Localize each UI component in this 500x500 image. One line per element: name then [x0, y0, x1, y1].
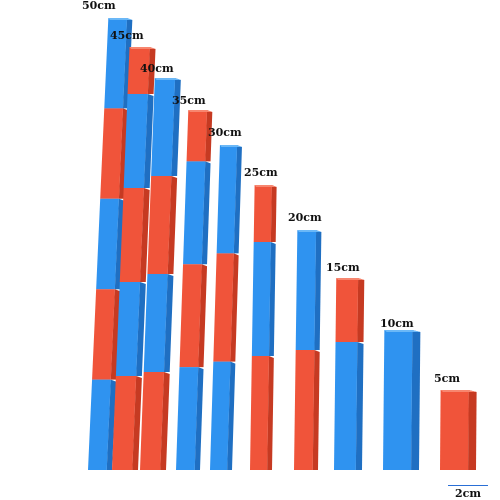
rod-segment [186, 110, 208, 162]
rod-segment [143, 274, 168, 372]
rod-segment [151, 78, 176, 176]
rod-segment-side [132, 376, 142, 470]
rod-label: 50cm [82, 0, 116, 12]
rod-segment-side [201, 161, 211, 265]
rod-segment-side [118, 108, 129, 199]
rod-segment [96, 198, 119, 290]
rod-top-cap [254, 185, 277, 187]
rod-segment-side [205, 110, 213, 162]
rod-segment-side [270, 185, 277, 242]
rod-segment-side [198, 264, 208, 368]
rod-segment [179, 264, 202, 368]
rod-segment [127, 47, 150, 94]
rod-segment [334, 342, 358, 470]
rod-segment-side [160, 372, 170, 470]
rod-segment [294, 350, 315, 470]
rod-segment-side [147, 47, 156, 94]
scale-line [448, 485, 488, 486]
rod-top-cap [336, 278, 365, 280]
rod-segment [140, 372, 164, 470]
rod-segment-side [110, 289, 121, 380]
rod-segment-side [163, 274, 174, 372]
rod-segment [147, 176, 172, 274]
rod-top-cap [440, 390, 477, 392]
rod-label: 15cm [326, 261, 360, 274]
rod-segment-side [233, 145, 242, 254]
rod-segment-side [267, 356, 274, 470]
rod-segment [112, 376, 137, 470]
rod-segment-side [114, 198, 125, 290]
rod-segment-side [167, 176, 178, 274]
rod-segment [104, 18, 128, 109]
rod-segment [119, 188, 144, 282]
rod-segment [176, 367, 199, 470]
rod-label: 25cm [244, 166, 278, 179]
rod-segment [253, 185, 272, 242]
rod-segment [210, 361, 231, 470]
rod-segment [383, 330, 413, 470]
rod-segment [100, 108, 123, 199]
rod-segment-side [136, 282, 146, 376]
rod-segment [213, 253, 234, 362]
rod-label: 45cm [110, 29, 144, 42]
rod-segment-side [171, 78, 181, 176]
rod-segment [295, 230, 317, 350]
rod-label: 5cm [434, 372, 460, 385]
rod-segment-side [194, 367, 204, 470]
rod-segment [92, 289, 115, 380]
rod-segment [183, 161, 206, 265]
rod-segment-side [357, 278, 365, 342]
rod-segment-side [314, 230, 322, 350]
rod-segment-side [230, 253, 239, 362]
scale-label: 2cm [455, 487, 481, 500]
rod-segment [440, 390, 469, 470]
rod-top-cap [219, 145, 242, 147]
rod-segment [250, 356, 270, 470]
rod-segment [88, 379, 111, 470]
rod-segment-side [106, 379, 117, 470]
rod-top-cap [188, 110, 213, 112]
rod-label: 10cm [380, 317, 414, 330]
rod-label: 40cm [140, 62, 174, 75]
rod-segment [216, 145, 238, 254]
rod-label: 30cm [208, 126, 242, 139]
rod-segment [335, 278, 359, 342]
rod-segment [115, 282, 141, 376]
rod-top-cap [108, 18, 133, 20]
rod-top-cap [154, 78, 181, 80]
rod-label: 35cm [172, 94, 206, 107]
rod-segment-side [140, 188, 150, 282]
rod-segment-side [468, 390, 477, 470]
rod-segment-side [227, 361, 236, 470]
rod-label: 20cm [288, 211, 322, 224]
rod-segment-side [122, 18, 133, 109]
rod-segment-side [355, 342, 364, 470]
rod-top-cap [297, 230, 322, 232]
rod-segment-side [312, 350, 320, 470]
rod-top-cap [129, 47, 156, 49]
rod-segment-side [143, 94, 154, 188]
rod-segment [123, 94, 148, 188]
rod-segment-side [269, 242, 276, 356]
rod-segment [251, 242, 271, 356]
rod-segment-side [411, 330, 421, 470]
rod-top-cap [384, 330, 421, 332]
